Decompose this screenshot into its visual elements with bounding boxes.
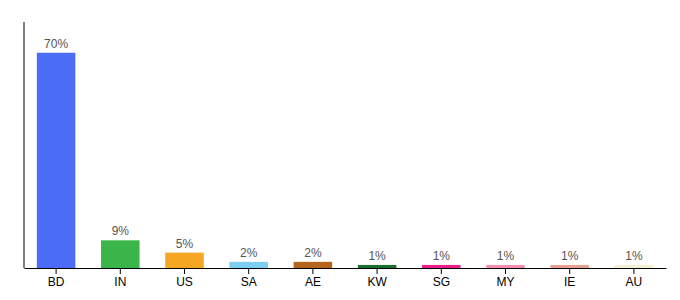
y-axis-line (24, 22, 25, 268)
bar (486, 265, 525, 268)
x-tick-mark (569, 268, 570, 274)
bar (615, 265, 654, 268)
x-tick-label: IN (114, 275, 126, 289)
x-tick-mark (248, 268, 249, 274)
data-label: 1% (497, 249, 515, 263)
bar (358, 265, 397, 268)
data-label: 5% (176, 237, 194, 251)
chart-container: BD IN US SA AE KW SG MY IE AU 70% 9% 5% 2% 2% 1% 1% 1% 1% 1… (0, 0, 680, 300)
data-label: 1% (368, 249, 386, 263)
x-tick-mark (312, 268, 313, 274)
x-tick-label: SA (241, 275, 257, 289)
x-tick-label: AU (626, 275, 643, 289)
bar (165, 253, 204, 268)
data-labels: 70% 9% 5% 2% 2% 1% 1% 1% 1% 1% (44, 37, 643, 263)
x-tick: BD (48, 268, 65, 289)
data-label: 2% (240, 246, 258, 260)
x-tick-mark (56, 268, 57, 274)
x-tick: SA (241, 268, 257, 289)
x-tick-mark (441, 268, 442, 274)
x-tick: SG (433, 268, 450, 289)
x-tick: KW (367, 268, 387, 289)
x-tick-mark (184, 268, 185, 274)
x-tick-label: SG (433, 275, 450, 289)
x-tick: IE (564, 268, 575, 289)
x-tick-label: MY (497, 275, 515, 289)
x-tick-mark (633, 268, 634, 274)
x-tick-label: KW (367, 275, 387, 289)
x-axis: BD IN US SA AE KW SG MY IE AU (25, 268, 667, 289)
plot: BD IN US SA AE KW SG MY IE AU 70% 9% 5% 2% 2% 1% 1% 1% 1% 1… (24, 22, 667, 289)
data-label: 1% (625, 249, 643, 263)
x-tick-mark (377, 268, 378, 274)
bar (550, 265, 589, 268)
x-tick: MY (497, 268, 515, 289)
bar (101, 240, 140, 268)
bar (294, 262, 333, 268)
data-label: 70% (44, 37, 68, 51)
x-tick-label: US (176, 275, 193, 289)
x-tick: AE (305, 268, 321, 289)
bars (37, 53, 653, 268)
bar (37, 53, 76, 268)
bar (229, 262, 268, 268)
data-label: 1% (561, 249, 579, 263)
x-tick-label: AE (305, 275, 321, 289)
data-label: 1% (433, 249, 451, 263)
data-label: 9% (112, 224, 130, 238)
x-tick: AU (626, 268, 643, 289)
data-label: 2% (304, 246, 322, 260)
x-tick-label: IE (564, 275, 575, 289)
x-tick: US (176, 268, 193, 289)
x-tick-mark (505, 268, 506, 274)
bar (422, 265, 461, 268)
x-tick-label: BD (48, 275, 65, 289)
chart-svg: BD IN US SA AE KW SG MY IE AU 70% 9% 5% 2% 2% 1% 1% 1% 1% 1… (0, 0, 680, 300)
x-tick: IN (114, 268, 126, 289)
x-tick-mark (120, 268, 121, 274)
